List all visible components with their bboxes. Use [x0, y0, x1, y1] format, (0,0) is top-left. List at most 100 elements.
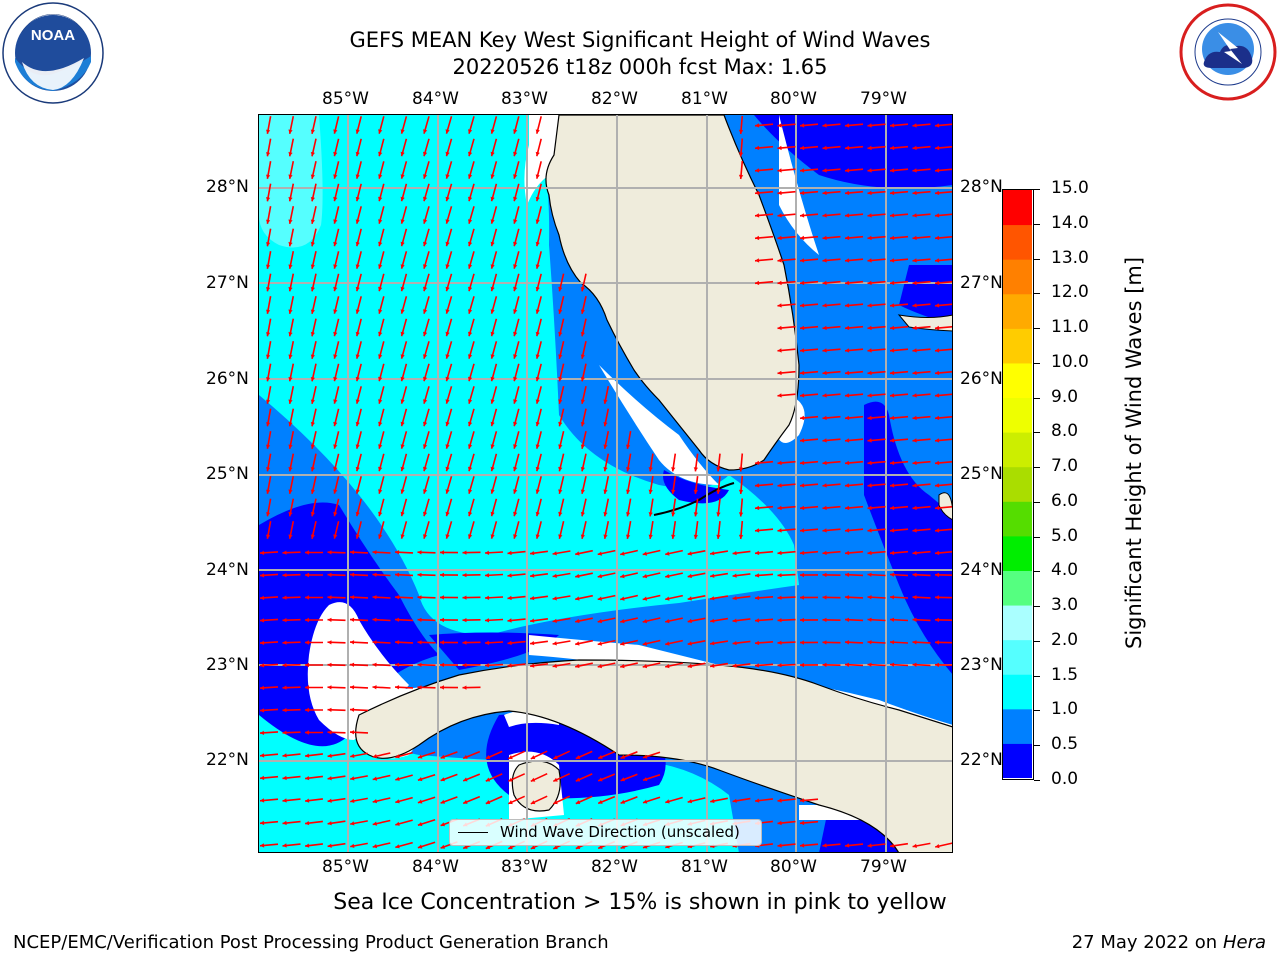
wave-direction-arrow-head: [260, 640, 265, 645]
wave-direction-arrow-head: [800, 438, 805, 443]
wave-direction-arrow-head: [468, 354, 473, 359]
wave-direction-arrow-head: [558, 376, 563, 382]
wave-direction-arrow-head: [288, 354, 293, 359]
wave-direction-arrow-head: [575, 777, 581, 782]
wave-direction-arrow-head: [755, 573, 760, 578]
wave-direction-arrow-head: [710, 573, 715, 578]
wave-direction-arrow-head: [822, 280, 827, 286]
wave-direction-arrow-head: [350, 595, 355, 600]
wave-direction-arrow-head: [890, 280, 895, 286]
wave-direction-arrow-head: [822, 415, 827, 421]
wave-direction-arrow-head: [867, 168, 872, 173]
wave-direction-arrow-head: [513, 264, 518, 269]
wave-direction-arrow-head: [507, 618, 512, 623]
wave-direction-arrow-head: [400, 309, 405, 314]
wave-direction-arrow-head: [535, 421, 540, 427]
wave-direction-arrow-head: [400, 511, 405, 517]
wave-direction-arrow-head: [693, 512, 698, 517]
wave-direction-arrow-head: [822, 348, 827, 353]
wave-direction-arrow-head: [417, 822, 423, 827]
wave-direction-arrow-head: [732, 798, 737, 803]
wave-direction-arrow-head: [535, 511, 540, 517]
wave-direction-arrow-head: [417, 617, 422, 622]
wave-direction-arrow-head: [305, 730, 309, 735]
wave-direction-arrow-head: [305, 776, 310, 781]
wave-direction-arrow-head: [378, 264, 383, 269]
wave-direction-arrow-head: [867, 843, 872, 848]
wave-direction-arrow-head: [372, 640, 377, 645]
wave-direction-arrow-head: [867, 550, 872, 556]
colorbar-bin: [1003, 570, 1032, 606]
wave-direction-arrow-head: [355, 174, 360, 179]
colorbar-tick-mark: [1034, 640, 1040, 642]
colorbar-bin: [1003, 605, 1032, 641]
wave-direction-arrow-head: [260, 820, 265, 826]
wave-direction-arrow-head: [260, 618, 265, 623]
wave-direction-arrow-head: [800, 550, 805, 556]
wave-direction-arrow-head: [260, 843, 265, 848]
wave-direction-arrow-head: [282, 730, 287, 735]
wave-direction-arrow-head: [845, 617, 849, 622]
wave-direction-arrow-head: [867, 235, 872, 241]
lon-label-bottom: 83°W: [501, 857, 548, 877]
map-plot: [259, 115, 953, 853]
colorbar-tick-label: 15.0: [1051, 178, 1089, 198]
wave-direction-arrow-head: [890, 483, 895, 488]
wave-direction-arrow-head: [822, 505, 827, 511]
wave-direction-arrow-head: [777, 595, 782, 600]
wave-direction-arrow-head: [867, 190, 872, 196]
colorbar-bin: [1003, 466, 1032, 502]
wave-direction-arrow-head: [395, 844, 400, 849]
wave-direction-arrow-head: [626, 489, 631, 494]
lon-label-bottom: 81°W: [681, 857, 728, 877]
wave-direction-arrow-head: [288, 399, 293, 404]
colorbar-bin: [1003, 501, 1032, 537]
noaa-logo: NOAA: [2, 2, 104, 104]
wave-direction-arrow-head: [395, 662, 400, 667]
wave-direction-arrow-head: [912, 393, 917, 398]
wave-direction-arrow-head: [535, 286, 540, 292]
wave-direction-arrow-head: [310, 467, 315, 472]
wave-direction-arrow-head: [912, 303, 917, 308]
svg-text:NOAA: NOAA: [31, 27, 75, 44]
colorbar-ticks: 15.0 14.0 13.0 12.0 11.0 10.0 9.0 8.0 7.0 6.0 5.0 4…: [1034, 178, 1094, 789]
wave-direction-arrow-head: [350, 821, 355, 826]
wave-direction-arrow-head: [800, 662, 804, 668]
wave-direction-arrow-head: [400, 129, 405, 134]
wave-direction-arrow-head: [288, 129, 293, 134]
colorbar-tick-mark: [1034, 397, 1040, 399]
wave-direction-arrow-head: [935, 235, 940, 241]
wave-direction-arrow-head: [333, 264, 338, 269]
wave-direction-arrow-head: [445, 241, 450, 247]
colorbar-tick-label: 3.0: [1051, 595, 1079, 616]
wave-direction-arrow-head: [355, 219, 360, 224]
wave-direction-arrow-head: [445, 421, 450, 427]
wave-direction-arrow-head: [310, 422, 315, 427]
colorbar-tick-label: 6.0: [1051, 490, 1079, 511]
wave-direction-arrow-head: [305, 662, 309, 668]
wave-direction-arrow-head: [732, 618, 737, 623]
wave-direction-arrow-head: [890, 505, 895, 511]
wave-direction-arrow-head: [378, 241, 383, 247]
wave-direction-arrow-head: [507, 640, 512, 646]
wave-direction-arrow-head: [282, 663, 287, 668]
wave-direction-arrow-head: [417, 685, 422, 690]
wave-direction-arrow-head: [912, 640, 917, 645]
colorbar-tick-mark: [1034, 362, 1040, 364]
wave-direction-arrow-head: [732, 573, 737, 578]
wave-direction-arrow-head: [800, 213, 805, 218]
lat-label-right: 28°N: [960, 177, 1003, 197]
colorbar-tick-mark: [1034, 189, 1040, 190]
wave-direction-arrow-head: [643, 799, 648, 804]
lat-label-right: 27°N: [960, 273, 1003, 293]
wave-direction-arrow-head: [378, 534, 383, 539]
wave-direction-arrow-head: [620, 799, 625, 804]
wave-direction-arrow-head: [755, 460, 760, 466]
wind-wave-direction-arrows: [259, 115, 953, 850]
colorbar-bin: [1003, 293, 1032, 329]
wave-direction-arrow-head: [603, 467, 608, 472]
wave-direction-arrow-head: [558, 399, 563, 404]
wave-direction-arrow-head: [890, 460, 895, 466]
wave-direction-arrow-head: [935, 213, 940, 218]
wave-direction-arrow-head: [310, 489, 315, 494]
